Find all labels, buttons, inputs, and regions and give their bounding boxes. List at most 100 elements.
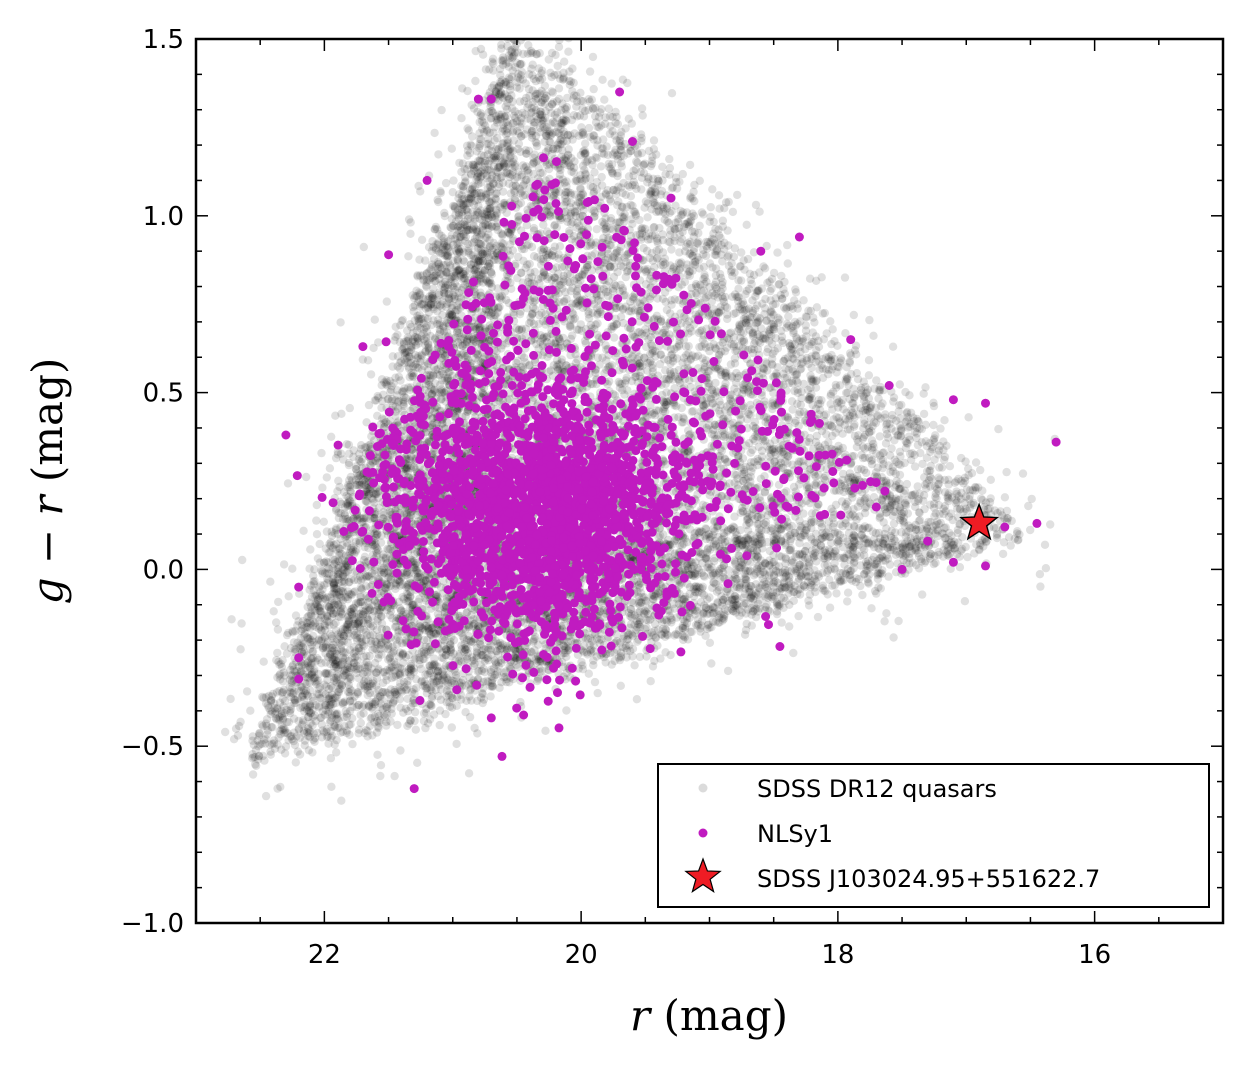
quasar-point bbox=[435, 325, 444, 334]
quasar-point bbox=[309, 585, 318, 595]
quasar-point bbox=[893, 431, 902, 440]
quasar-point bbox=[473, 172, 482, 182]
quasar-point bbox=[926, 518, 935, 527]
quasar-point bbox=[266, 750, 275, 759]
quasar-point bbox=[808, 550, 818, 559]
quasar-point bbox=[335, 660, 345, 670]
quasar-point bbox=[348, 739, 357, 749]
quasar-point bbox=[726, 267, 736, 276]
quasar-point bbox=[967, 469, 977, 478]
quasar-point bbox=[446, 643, 455, 653]
quasar-point bbox=[378, 668, 388, 677]
quasar-point bbox=[761, 559, 770, 568]
quasar-point bbox=[496, 641, 505, 650]
quasar-point bbox=[492, 31, 500, 39]
quasar-point bbox=[910, 462, 920, 471]
quasar-point bbox=[482, 233, 492, 242]
quasar-point bbox=[515, 117, 525, 126]
quasar-point bbox=[829, 387, 838, 396]
quasar-point bbox=[970, 549, 979, 558]
quasar-point bbox=[625, 182, 634, 191]
quasar-point bbox=[326, 650, 335, 659]
quasar-point bbox=[891, 469, 900, 478]
quasar-point bbox=[474, 260, 483, 269]
quasar-point bbox=[860, 508, 870, 518]
quasar-point bbox=[789, 326, 798, 336]
quasar-point bbox=[841, 553, 850, 563]
quasar-point bbox=[586, 634, 595, 643]
quasar-point bbox=[352, 628, 361, 638]
quasar-point bbox=[771, 577, 780, 586]
quasar-point bbox=[640, 353, 649, 363]
quasar-point bbox=[668, 183, 678, 192]
quasar-point bbox=[557, 262, 567, 272]
quasar-point bbox=[862, 468, 871, 478]
quasar-point bbox=[352, 465, 361, 474]
quasar-point bbox=[311, 717, 320, 726]
quasar-point bbox=[501, 126, 510, 135]
quasar-point bbox=[381, 688, 390, 697]
quasar-point bbox=[723, 457, 733, 466]
quasar-point bbox=[470, 182, 479, 192]
quasar-point bbox=[907, 455, 916, 465]
quasar-point bbox=[404, 665, 414, 674]
quasar-point bbox=[731, 527, 740, 537]
quasar-point bbox=[359, 480, 368, 489]
quasar-point bbox=[597, 192, 606, 201]
quasar-point bbox=[578, 189, 587, 198]
quasar-point bbox=[483, 677, 493, 687]
quasar-point bbox=[719, 561, 728, 570]
quasar-point bbox=[495, 161, 505, 170]
quasar-point bbox=[264, 691, 274, 701]
quasar-point bbox=[456, 318, 465, 328]
quasar-point bbox=[355, 537, 365, 546]
quasar-point bbox=[506, 29, 514, 37]
quasar-point bbox=[713, 293, 723, 302]
quasar-point bbox=[832, 589, 841, 598]
quasar-point bbox=[388, 362, 397, 371]
quasar-point bbox=[297, 666, 306, 676]
quasar-point bbox=[399, 343, 409, 352]
quasar-point bbox=[406, 670, 415, 679]
quasar-point bbox=[348, 547, 357, 557]
quasar-point bbox=[308, 705, 317, 714]
quasar-point bbox=[496, 203, 505, 212]
quasar-point bbox=[586, 238, 596, 247]
quasar-point bbox=[447, 310, 456, 319]
quasar-point bbox=[344, 629, 353, 638]
quasar-point bbox=[616, 207, 625, 217]
quasar-point bbox=[279, 715, 288, 724]
quasar-point bbox=[864, 371, 874, 380]
quasar-point bbox=[297, 682, 307, 692]
quasar-point bbox=[588, 637, 597, 646]
quasar-point bbox=[945, 549, 954, 559]
quasar-point bbox=[275, 716, 284, 725]
quasar-point bbox=[823, 566, 833, 575]
quasar-point bbox=[416, 569, 425, 578]
quasar-point bbox=[338, 727, 347, 736]
quasar-point bbox=[932, 485, 942, 494]
quasar-point bbox=[875, 569, 885, 578]
quasar-point bbox=[440, 607, 449, 617]
quasar-point bbox=[436, 280, 446, 289]
quasar-point bbox=[875, 432, 884, 441]
quasar-point bbox=[784, 339, 794, 348]
quasar-point bbox=[401, 393, 411, 403]
quasar-point bbox=[271, 709, 280, 718]
quasar-point bbox=[334, 600, 343, 609]
quasar-point bbox=[454, 288, 464, 298]
quasar-point bbox=[301, 663, 310, 672]
quasar-point bbox=[455, 190, 464, 199]
quasar-point bbox=[376, 703, 385, 712]
quasar-point bbox=[491, 195, 501, 204]
quasar-point bbox=[367, 611, 377, 621]
quasar-point bbox=[326, 703, 335, 712]
quasar-point bbox=[658, 162, 667, 171]
quasar-point bbox=[337, 549, 346, 559]
quasar-point bbox=[444, 284, 453, 293]
quasar-point bbox=[833, 341, 842, 350]
quasar-point bbox=[621, 124, 630, 133]
quasar-point bbox=[495, 397, 504, 406]
quasar-point bbox=[720, 406, 730, 415]
quasar-point bbox=[908, 558, 917, 567]
